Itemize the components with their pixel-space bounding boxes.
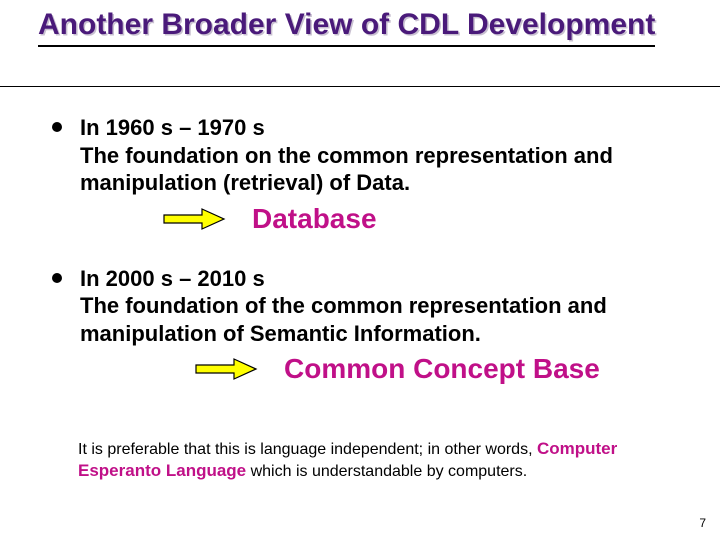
footnote: It is preferable that this is language i… <box>78 438 670 482</box>
bullet-body: The foundation of the common representat… <box>80 293 607 346</box>
bullet-icon <box>52 273 62 283</box>
bullet-text: In 1960 s – 1970 s The foundation on the… <box>80 114 680 197</box>
slide-body: In 1960 s – 1970 s The foundation on the… <box>52 114 680 385</box>
bullet-item: In 2000 s – 2010 s The foundation of the… <box>52 265 680 348</box>
footnote-post: which is understandable by computers. <box>246 463 527 480</box>
title-underline <box>0 86 720 87</box>
bullet-body: The foundation on the common representat… <box>80 143 613 196</box>
title-container: Another Broader View of CDL Development <box>38 8 700 47</box>
bullet-text: In 2000 s – 2010 s The foundation of the… <box>80 265 680 348</box>
bullet-heading: In 2000 s – 2010 s <box>80 266 265 291</box>
arrow-icon <box>194 357 258 381</box>
arrow-line: Database <box>162 203 680 235</box>
bullet-heading: In 1960 s – 1970 s <box>80 115 265 140</box>
bullet-icon <box>52 122 62 132</box>
slide: Another Broader View of CDL Development … <box>0 0 720 540</box>
arrow-icon <box>162 207 226 231</box>
spacer <box>52 235 680 265</box>
bullet-item: In 1960 s – 1970 s The foundation on the… <box>52 114 680 197</box>
slide-title: Another Broader View of CDL Development <box>38 8 655 47</box>
highlight-text: Database <box>252 203 377 235</box>
arrow-line: Common Concept Base <box>194 353 680 385</box>
footnote-pre: It is preferable that this is language i… <box>78 441 537 458</box>
highlight-text: Common Concept Base <box>284 353 600 385</box>
page-number: 7 <box>699 516 706 530</box>
